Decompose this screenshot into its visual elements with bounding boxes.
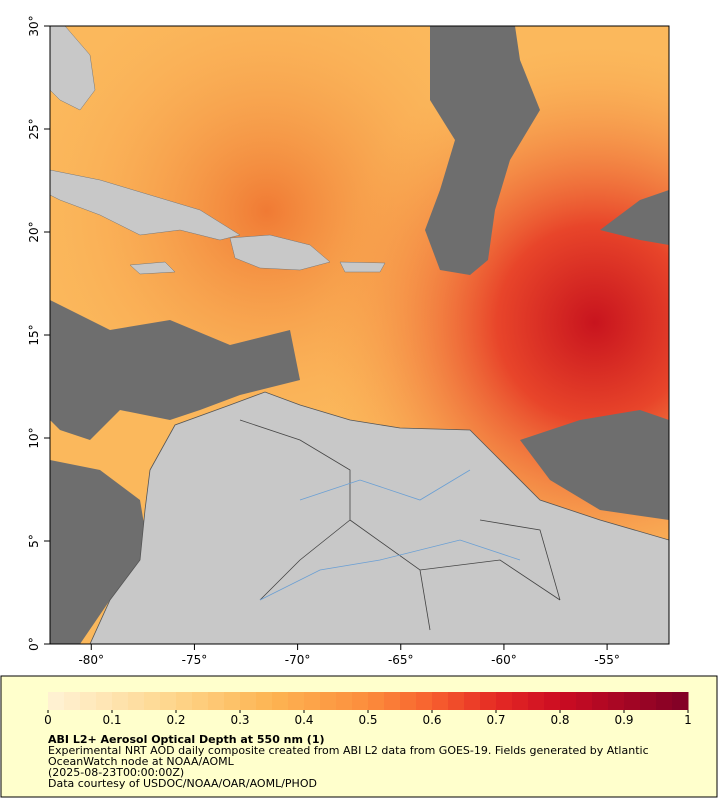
colorbar-segment (496, 692, 513, 710)
colorbar-segment (464, 692, 481, 710)
y-tick-label: 20° (27, 221, 41, 242)
colorbar-tick-label: 0.7 (486, 713, 505, 727)
land (50, 169, 241, 241)
caption-title: ABI L2+ Aerosol Optical Depth at 550 nm … (48, 733, 325, 746)
land (129, 261, 176, 275)
caption-line: (2025-08-23T00:00:00Z) (48, 766, 184, 779)
colorbar-tick-label: 0.3 (230, 713, 249, 727)
y-tick-label: 25° (27, 118, 41, 139)
colorbar-segment (560, 692, 577, 710)
border (239, 419, 561, 631)
colorbar-segment (400, 692, 417, 710)
colorbar-tick-label: 0.4 (294, 713, 313, 727)
colorbar-segment (480, 692, 497, 710)
colorbar-segment (208, 692, 225, 710)
colorbar-tick-label: 0.9 (614, 713, 633, 727)
caption-line: OceanWatch node at NOAA/AOML (48, 755, 235, 768)
y-tick-label: 10° (27, 427, 41, 448)
no-data (50, 460, 150, 644)
colorbar-tick-label: 0.8 (550, 713, 569, 727)
colorbar-segment (160, 692, 177, 710)
colorbar-segment (320, 692, 337, 710)
colorbar-segment (48, 692, 65, 710)
river (259, 469, 521, 601)
colorbar-segment (448, 692, 465, 710)
colorbar-segment (96, 692, 113, 710)
colorbar-segment (624, 692, 641, 710)
x-tick-label: -60° (491, 653, 517, 667)
map-area (50, 26, 669, 644)
colorbar-segment (432, 692, 449, 710)
y-tick-label: 0° (27, 637, 41, 651)
caption-line: Data courtesy of USDOC/NOAA/OAR/AOML/PHO… (48, 777, 317, 790)
colorbar-segment (64, 692, 81, 710)
no-data (50, 300, 300, 440)
x-tick-label: -65° (388, 653, 414, 667)
land (50, 26, 96, 111)
colorbar-segment (672, 692, 689, 710)
land (229, 234, 331, 271)
caption-line: Experimental NRT AOD daily composite cre… (48, 744, 649, 757)
land (89, 391, 669, 644)
colorbar-segment (592, 692, 609, 710)
x-tick-label: -75° (182, 653, 208, 667)
colorbar-segment (640, 692, 657, 710)
colorbar-segment (304, 692, 321, 710)
colorbar-segment (544, 692, 561, 710)
y-tick-label: 5° (27, 534, 41, 548)
colorbar-segment (352, 692, 369, 710)
colorbar-segment (336, 692, 353, 710)
no-data (520, 410, 669, 520)
colorbar-tick-label: 0.1 (102, 713, 121, 727)
colorbar-segment (272, 692, 289, 710)
colorbar-segment (512, 692, 529, 710)
colorbar-segment (416, 692, 433, 710)
y-tick-label: 15° (27, 324, 41, 345)
colorbar-segment (112, 692, 129, 710)
colorbar-segment (240, 692, 257, 710)
no-data (425, 26, 540, 275)
colorbar-segment (576, 692, 593, 710)
colorbar-tick-label: 0 (44, 713, 52, 727)
colorbar-tick-label: 0.2 (166, 713, 185, 727)
colorbar-segment (528, 692, 545, 710)
colorbar-tick-label: 0.6 (422, 713, 441, 727)
colorbar-segment (368, 692, 385, 710)
land (339, 261, 386, 273)
colorbar-segment (192, 692, 209, 710)
colorbar-segment (144, 692, 161, 710)
colorbar-segment (224, 692, 241, 710)
x-tick-label: -70° (285, 653, 311, 667)
x-tick-label: -55° (594, 653, 620, 667)
colorbar-segment (256, 692, 273, 710)
colorbar-tick-label: 1 (684, 713, 692, 727)
colorbar-segment (608, 692, 625, 710)
colorbar-segment (176, 692, 193, 710)
colorbar-segment (384, 692, 401, 710)
no-data (600, 190, 669, 245)
colorbar-segment (128, 692, 145, 710)
y-tick-label: 30° (27, 15, 41, 36)
colorbar-segment (80, 692, 97, 710)
x-tick-label: -80° (78, 653, 104, 667)
colorbar-segment (288, 692, 305, 710)
colorbar-segment (656, 692, 673, 710)
colorbar-tick-label: 0.5 (358, 713, 377, 727)
